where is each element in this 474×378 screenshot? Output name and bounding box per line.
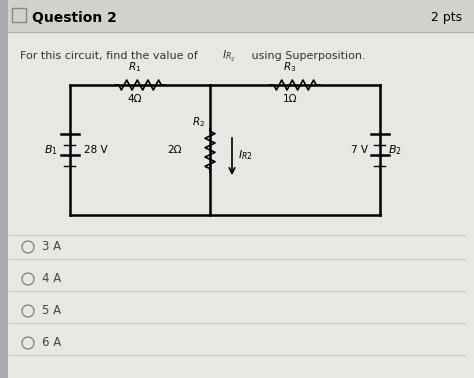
FancyBboxPatch shape: [12, 8, 26, 22]
Text: 28 V: 28 V: [84, 145, 108, 155]
Text: $I_{R2}$: $I_{R2}$: [238, 148, 253, 162]
Text: 3 A: 3 A: [42, 240, 61, 254]
Text: $R_1$: $R_1$: [128, 60, 142, 74]
Text: 4Ω: 4Ω: [128, 94, 142, 104]
FancyBboxPatch shape: [8, 32, 474, 378]
Text: using Superposition.: using Superposition.: [248, 51, 365, 61]
Text: $B_2$: $B_2$: [388, 143, 402, 157]
FancyBboxPatch shape: [0, 0, 8, 378]
Text: $B_1$: $B_1$: [44, 143, 58, 157]
Text: For this circuit, find the value of: For this circuit, find the value of: [20, 51, 201, 61]
Text: 4 A: 4 A: [42, 273, 61, 285]
Text: $I_{R_2}$: $I_{R_2}$: [222, 48, 236, 64]
Text: 2 pts: 2 pts: [431, 11, 462, 25]
Text: 7 V: 7 V: [351, 145, 368, 155]
Text: 6 A: 6 A: [42, 336, 61, 350]
Text: Question 2: Question 2: [32, 11, 117, 25]
Text: 1Ω: 1Ω: [283, 94, 297, 104]
Text: $R_3$: $R_3$: [283, 60, 297, 74]
Text: $R_2$: $R_2$: [192, 115, 205, 129]
Text: 5 A: 5 A: [42, 305, 61, 318]
FancyBboxPatch shape: [0, 0, 474, 32]
Text: 2Ω: 2Ω: [167, 145, 182, 155]
